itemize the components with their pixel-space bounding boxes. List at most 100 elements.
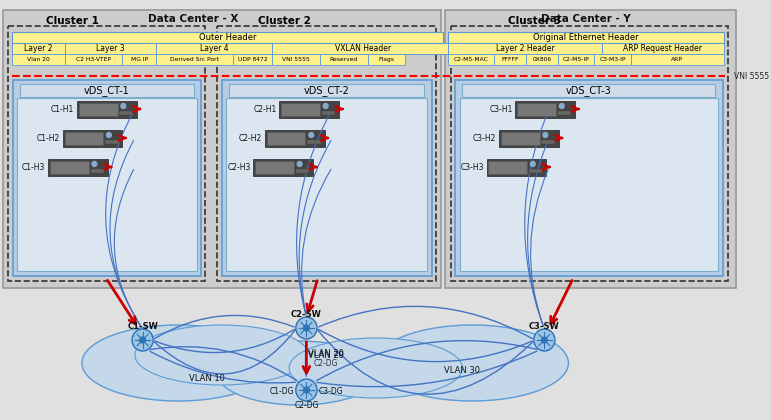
Text: C3-SW: C3-SW [529,321,560,331]
Text: VLAN 20: VLAN 20 [308,349,344,357]
Circle shape [530,162,535,166]
Circle shape [132,329,153,351]
FancyBboxPatch shape [516,101,575,118]
FancyBboxPatch shape [499,130,559,147]
Text: VLAN 20: VLAN 20 [308,351,344,360]
FancyBboxPatch shape [602,43,723,54]
Text: Vlan 20: Vlan 20 [27,57,49,62]
FancyBboxPatch shape [12,54,65,65]
Text: VNI 5555: VNI 5555 [734,71,769,81]
Text: vDS_CT-1: vDS_CT-1 [84,85,130,96]
Circle shape [298,318,315,338]
Ellipse shape [82,325,274,401]
FancyBboxPatch shape [296,169,309,173]
FancyBboxPatch shape [254,159,313,176]
FancyBboxPatch shape [455,80,722,276]
Text: C2-M5-IP: C2-M5-IP [563,57,590,62]
Text: VLAN 30: VLAN 30 [444,365,480,375]
Text: FFFFF: FFFFF [501,57,519,62]
Text: Data Center - Y: Data Center - Y [541,14,631,24]
Circle shape [304,325,309,331]
Circle shape [543,132,547,137]
Text: C3-H2: C3-H2 [473,134,497,143]
FancyBboxPatch shape [255,161,294,174]
Bar [451,26,729,281]
Circle shape [323,103,328,108]
FancyBboxPatch shape [227,98,427,271]
FancyBboxPatch shape [322,111,335,115]
Text: C3-H1: C3-H1 [490,105,513,114]
FancyBboxPatch shape [156,54,233,65]
FancyBboxPatch shape [281,103,320,116]
Circle shape [535,331,554,349]
FancyBboxPatch shape [526,54,558,65]
FancyBboxPatch shape [105,140,119,144]
Text: C2-DG: C2-DG [313,359,338,368]
FancyBboxPatch shape [279,101,339,118]
FancyBboxPatch shape [558,54,594,65]
FancyBboxPatch shape [501,132,540,145]
Text: ARP Request Header: ARP Request Header [624,44,702,53]
FancyBboxPatch shape [48,159,108,176]
Text: C1-H3: C1-H3 [22,163,45,172]
FancyBboxPatch shape [221,80,432,276]
Text: VXLAN Header: VXLAN Header [335,44,392,53]
Text: VLAN 10: VLAN 10 [189,373,225,383]
Text: C1-SW: C1-SW [127,321,158,331]
Circle shape [298,162,302,166]
Text: C3-M3-IP: C3-M3-IP [600,57,626,62]
FancyBboxPatch shape [65,54,123,65]
Text: Cluster 1: Cluster 1 [45,16,99,26]
FancyBboxPatch shape [50,161,89,174]
Text: Outer Header: Outer Header [199,33,256,42]
FancyBboxPatch shape [529,169,543,173]
FancyBboxPatch shape [65,43,156,54]
FancyBboxPatch shape [320,54,368,65]
Text: Original Ethernet Header: Original Ethernet Header [533,33,638,42]
FancyBboxPatch shape [448,43,602,54]
FancyBboxPatch shape [271,54,320,65]
Text: Data Center - X: Data Center - X [147,14,238,24]
FancyBboxPatch shape [489,161,527,174]
Ellipse shape [217,341,381,405]
FancyBboxPatch shape [494,54,526,65]
Text: Cluster 2: Cluster 2 [258,16,311,26]
Circle shape [133,331,152,349]
Text: vDS_CT-2: vDS_CT-2 [304,85,349,96]
Text: Layer 4: Layer 4 [200,44,228,53]
FancyBboxPatch shape [229,84,424,97]
FancyBboxPatch shape [12,43,65,54]
FancyBboxPatch shape [20,84,194,97]
Text: Flags: Flags [379,57,394,62]
FancyBboxPatch shape [123,54,156,65]
Circle shape [106,132,111,137]
FancyBboxPatch shape [120,111,133,115]
FancyBboxPatch shape [17,98,197,271]
Text: C1-H2: C1-H2 [36,134,59,143]
Text: C2-SW: C2-SW [291,310,322,318]
FancyBboxPatch shape [79,103,117,116]
FancyBboxPatch shape [77,101,136,118]
Text: C2-H2: C2-H2 [239,134,262,143]
FancyBboxPatch shape [368,54,405,65]
FancyBboxPatch shape [62,130,123,147]
Circle shape [559,103,564,108]
Ellipse shape [289,338,463,398]
Text: vDS_CT-3: vDS_CT-3 [566,85,611,96]
FancyBboxPatch shape [487,159,547,176]
Text: C2-M5-MAC: C2-M5-MAC [454,57,489,62]
FancyBboxPatch shape [156,43,271,54]
FancyBboxPatch shape [271,43,455,54]
FancyBboxPatch shape [517,103,556,116]
Text: VNI 5555: VNI 5555 [282,57,310,62]
Circle shape [92,162,97,166]
FancyBboxPatch shape [541,140,555,144]
Circle shape [296,317,317,339]
FancyBboxPatch shape [460,98,718,271]
Text: C3-H3: C3-H3 [460,163,483,172]
Circle shape [541,337,547,343]
FancyBboxPatch shape [12,32,443,43]
FancyBboxPatch shape [65,132,103,145]
Circle shape [140,337,146,343]
FancyBboxPatch shape [233,54,271,65]
